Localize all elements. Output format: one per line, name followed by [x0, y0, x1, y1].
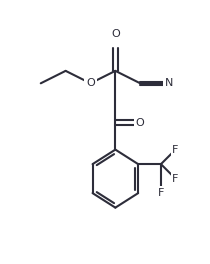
Text: O: O: [111, 29, 120, 39]
Text: O: O: [136, 118, 145, 128]
Text: O: O: [86, 78, 95, 88]
Text: F: F: [172, 174, 179, 184]
Text: F: F: [158, 188, 164, 198]
Text: N: N: [165, 78, 173, 88]
Text: F: F: [172, 145, 179, 155]
